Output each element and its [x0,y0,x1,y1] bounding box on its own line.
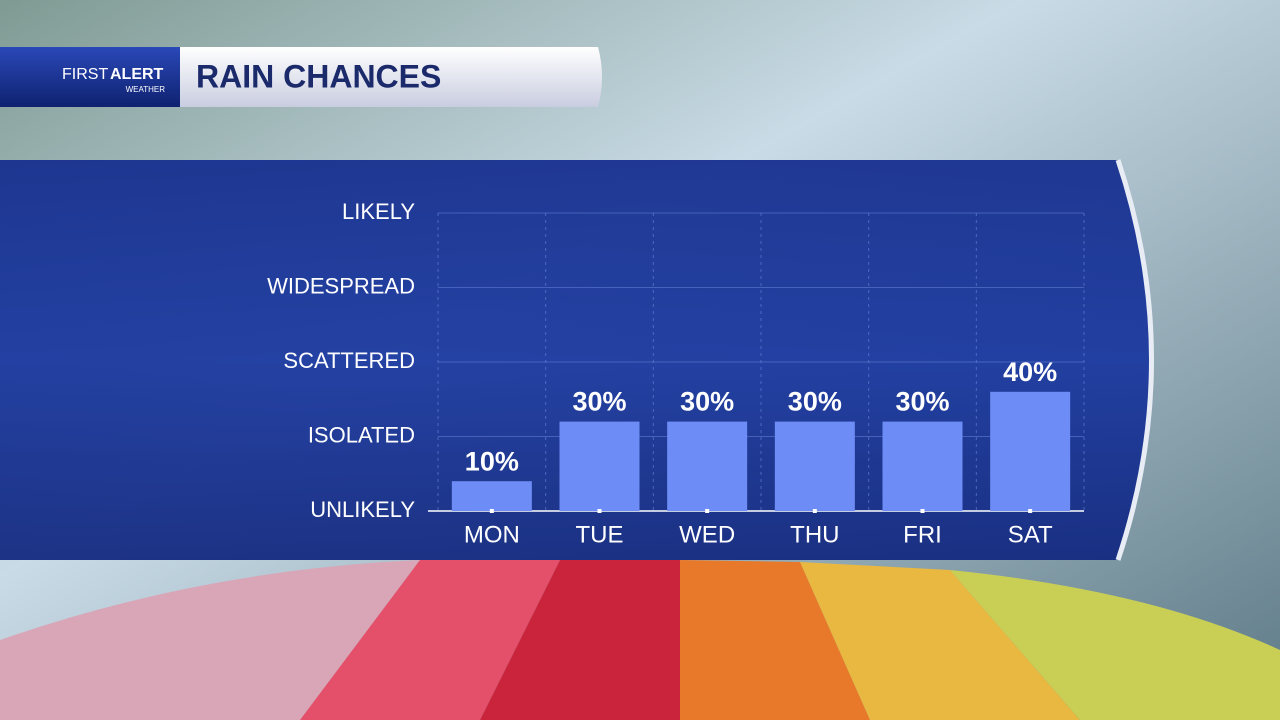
bar [667,421,748,511]
logo-box [0,47,180,107]
bar [990,391,1071,511]
logo-alert: ALERT [110,66,164,83]
x-tick-label: TUE [576,521,624,548]
x-tick-label: SAT [1008,521,1053,548]
panel-edge [1115,159,1154,561]
logo-first: FIRST [62,66,108,83]
x-tick [597,509,602,513]
x-tick [812,509,817,513]
x-tick-label: THU [790,521,839,548]
umbrella [0,560,1280,720]
value-label: 10% [465,446,519,476]
bar [882,421,963,511]
value-label: 30% [572,387,626,417]
x-tick-label: WED [679,521,735,548]
x-tick [489,509,494,513]
y-tick-label: WIDESPREAD [267,273,415,298]
bar [774,421,855,511]
x-tick-label: FRI [903,521,942,548]
y-tick-label: UNLIKELY [310,497,415,522]
x-tick [1028,509,1033,513]
value-label: 40% [1003,357,1057,387]
chart-panel [0,160,1150,560]
bar [451,481,532,511]
y-tick-label: LIKELY [342,199,415,224]
value-label: 30% [680,387,734,417]
x-tick-label: MON [464,521,520,548]
x-tick [705,509,710,513]
y-tick-label: ISOLATED [308,422,415,447]
bar [559,421,640,511]
chart-title: RAIN CHANCES [196,58,441,94]
y-tick-label: SCATTERED [283,348,415,373]
x-tick [920,509,925,513]
value-label: 30% [788,387,842,417]
logo-sub: WEATHER [126,85,166,94]
value-label: 30% [895,387,949,417]
